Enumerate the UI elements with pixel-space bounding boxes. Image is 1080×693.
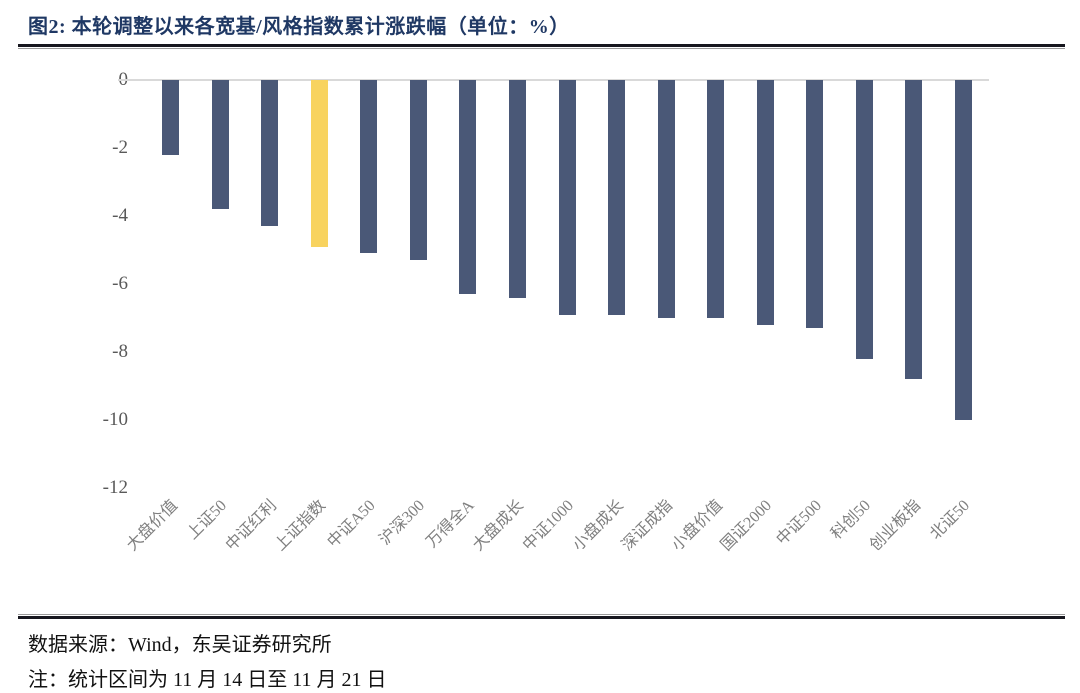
footer-rule-thick <box>18 616 1065 619</box>
bar <box>310 80 328 247</box>
y-tick-label: -12 <box>102 477 128 498</box>
bar <box>855 80 873 359</box>
bar <box>806 80 824 329</box>
category-label: 国证2000 <box>717 497 776 555</box>
bar <box>162 80 180 155</box>
bar <box>608 80 626 315</box>
category-label: 创业板指 <box>866 497 924 555</box>
bar <box>360 80 378 254</box>
bar <box>459 80 477 295</box>
category-label: 小盘成长 <box>569 497 627 555</box>
category-label: 科创50 <box>828 497 875 543</box>
category-label: 中证红利 <box>222 497 280 555</box>
category-label: 小盘价值 <box>668 497 726 555</box>
bar <box>954 80 972 420</box>
y-tick-label: -4 <box>112 205 128 226</box>
y-tick-label: -6 <box>112 273 128 294</box>
category-label: 中证A50 <box>324 497 379 552</box>
plot-area: 大盘价值 上证50 中证红利 上证指数 中证A50 沪深300 万得全A 大盘成长 中证1000… <box>123 80 988 554</box>
category-label: 上证50 <box>184 497 231 543</box>
title-rule-thin <box>18 48 1065 49</box>
bar <box>657 80 675 318</box>
category-label: 北证50 <box>927 497 974 543</box>
category-label: 大盘价值 <box>123 497 181 555</box>
bar <box>211 80 229 210</box>
category-label: 大盘成长 <box>470 497 528 555</box>
stat-period-note: 注：统计区间为 11 月 14 日至 11 月 21 日 <box>28 669 387 691</box>
footer-rule-thin <box>18 614 1065 615</box>
category-label: 深证成指 <box>618 497 677 555</box>
figure-title: 图2: 本轮调整以来各宽基/风格指数累计涨跌幅（单位：%） <box>28 16 570 38</box>
category-label: 上证指数 <box>272 497 330 555</box>
zero-axis-line <box>118 79 989 81</box>
bar <box>905 80 923 380</box>
bar <box>756 80 774 325</box>
bar <box>261 80 279 227</box>
title-rule-thick <box>18 44 1065 47</box>
bar <box>508 80 526 298</box>
data-source-note: 数据来源：Wind，东吴证券研究所 <box>28 634 332 656</box>
bar <box>558 80 576 315</box>
y-tick-label: -8 <box>112 341 128 362</box>
category-label: 沪深300 <box>376 497 429 549</box>
bar <box>707 80 725 318</box>
category-label: 中证1000 <box>519 497 578 555</box>
y-tick-label: -10 <box>102 409 128 430</box>
category-label: 中证500 <box>773 497 825 549</box>
y-tick-label: -2 <box>112 137 128 158</box>
y-tick-label: 0 <box>28 69 129 91</box>
bar <box>409 80 427 261</box>
